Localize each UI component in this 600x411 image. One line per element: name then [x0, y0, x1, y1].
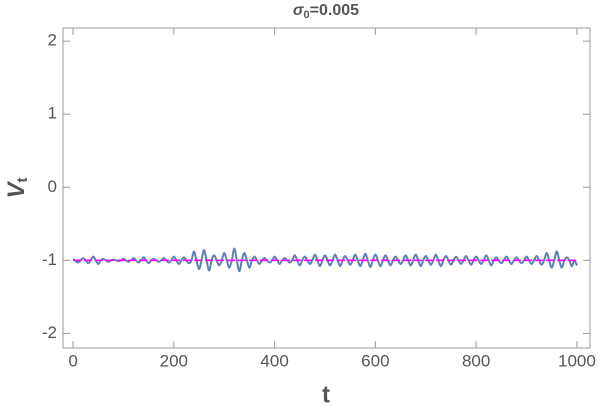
- y-tick-label: 0: [48, 177, 57, 196]
- x-tick-label: 200: [160, 351, 188, 370]
- x-tick-label: 400: [260, 351, 288, 370]
- y-tick-label: 1: [48, 104, 57, 123]
- y-tick-label: 2: [48, 31, 57, 50]
- y-label-subscript: t: [14, 177, 31, 182]
- x-tick-label: 1000: [558, 351, 596, 370]
- x-tick-label: 800: [462, 351, 490, 370]
- title-subscript: 0: [304, 9, 310, 21]
- series-line: [72, 247, 578, 273]
- plot-frame: [62, 27, 591, 349]
- title-text: =0.005: [310, 2, 359, 19]
- y-tick-label: -2: [42, 323, 57, 342]
- chart-title: σ0=0.005: [293, 2, 359, 21]
- x-axis-label: t: [322, 381, 330, 408]
- title-symbol: σ: [293, 2, 305, 19]
- y-tick-label: -1: [42, 250, 57, 269]
- x-tick-label: 600: [361, 351, 389, 370]
- y-label-base: V: [3, 181, 30, 199]
- y-axis-label: Vt: [3, 177, 31, 198]
- x-tick-label: 0: [68, 351, 77, 370]
